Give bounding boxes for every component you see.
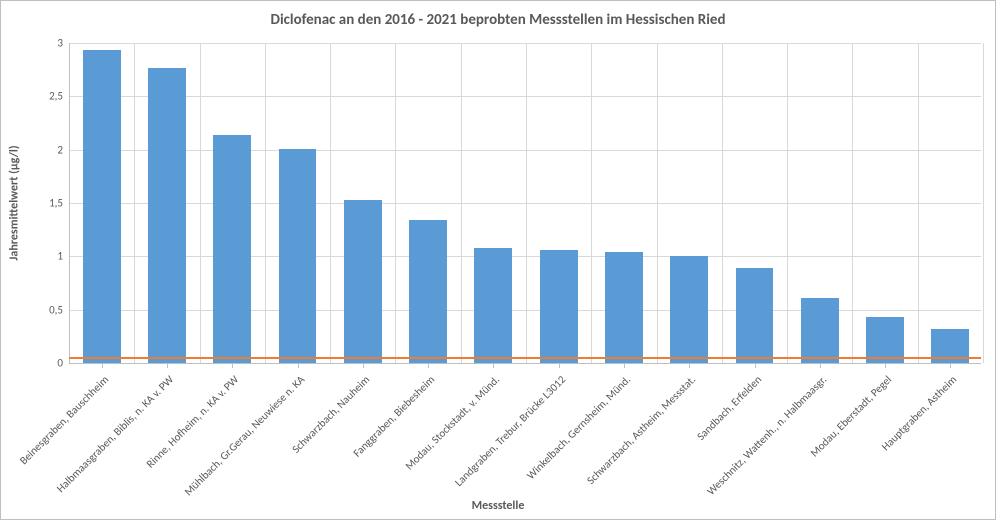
bar-slot <box>657 43 722 363</box>
x-tick-labels: Beinesgraben, BauschheimHalbmaasgraben, … <box>69 367 981 497</box>
bar-slot <box>591 43 656 363</box>
bars-layer <box>69 43 981 363</box>
bar <box>670 256 708 363</box>
bar <box>540 250 578 363</box>
x-tick-label: Hauptgraben, Astheim <box>809 373 960 520</box>
bar-slot <box>526 43 591 363</box>
bar-slot <box>200 43 265 363</box>
y-axis-label-wrap: Jahresmittelwert (µg/l) <box>5 43 25 363</box>
x-tick-label: Weschnitz, Wattenh., n. Halbmaasgr. <box>678 373 829 520</box>
bar-slot <box>134 43 199 363</box>
x-tick-label: Mühlbach, Gr.Gerau, Neuwiese n. KA <box>156 373 307 520</box>
bar <box>213 135 251 363</box>
y-axis-label: Jahresmittelwert (µg/l) <box>8 145 22 260</box>
bar-slot <box>330 43 395 363</box>
gridline-v <box>983 43 984 363</box>
bar <box>279 149 317 363</box>
y-tick-label: 3 <box>57 37 63 50</box>
bar <box>801 298 839 363</box>
x-tick-label: Halbmaasgraben, Biblis, n. KA v. PW <box>26 373 177 520</box>
reference-line <box>69 357 981 359</box>
bar <box>605 252 643 363</box>
bar-slot <box>69 43 134 363</box>
chart-title: Diclofenac an den 2016 - 2021 beprobten … <box>1 11 995 29</box>
bar-slot <box>852 43 917 363</box>
x-tick-label: Schwarzbach, Astheim, Messstat. <box>548 373 699 520</box>
y-tick-label: 2 <box>57 143 63 156</box>
bar-slot <box>722 43 787 363</box>
y-tick-label: 0,5 <box>49 303 63 316</box>
bar <box>736 268 774 363</box>
bar-slot <box>787 43 852 363</box>
x-tick-label: Sandbach, Erfelden <box>613 373 764 520</box>
y-tick-label: 1 <box>57 250 63 263</box>
bar <box>474 248 512 363</box>
bar <box>409 220 447 363</box>
x-tick-label: Schwarzbach, Nauheim <box>221 373 372 520</box>
x-tick-label: Rinne, Hofheim, n. KA v. PW <box>91 373 242 520</box>
x-tick-label: Winkelbach, Gernsheim, Münd. <box>483 373 634 520</box>
x-axis-label: Messstelle <box>1 499 995 513</box>
bar <box>344 200 382 363</box>
x-tick-label: Fanggraben, Biebesheim <box>287 373 438 520</box>
y-tick-label: 1,5 <box>49 197 63 210</box>
bar <box>148 68 186 363</box>
bar-slot <box>918 43 983 363</box>
chart-container: Diclofenac an den 2016 - 2021 beprobten … <box>0 0 996 520</box>
bar-slot <box>265 43 330 363</box>
bar <box>83 50 121 363</box>
x-tick-label: Modau, Eberstadt, Pegel <box>744 373 895 520</box>
x-tick-label: Landgraben, Trebur, Brücke L3012 <box>417 373 568 520</box>
x-tick-label: Modau, Stockstadt, v. Münd. <box>352 373 503 520</box>
bar-slot <box>395 43 460 363</box>
y-tick-label: 0 <box>57 357 63 370</box>
plot-area: 00,511,522,53 <box>69 43 981 363</box>
y-tick-label: 2,5 <box>49 90 63 103</box>
bar-slot <box>461 43 526 363</box>
gridline-h <box>69 363 981 364</box>
